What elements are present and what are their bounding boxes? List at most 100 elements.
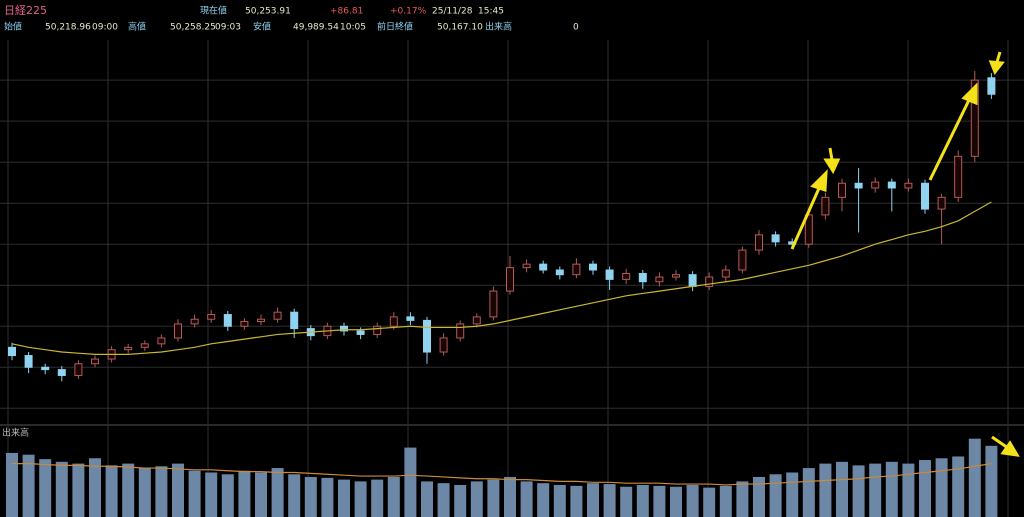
candle-body: [91, 358, 99, 365]
volume-bar: [6, 452, 18, 517]
marks: [6, 70, 998, 517]
volume-bar: [172, 463, 184, 517]
header-field: 09:00: [92, 23, 118, 33]
candle-body: [389, 316, 398, 327]
candle-body: [373, 325, 382, 335]
annotations: [790, 51, 1020, 457]
arrowhead: [988, 60, 1005, 75]
volume-bar: [985, 445, 998, 517]
candle-body: [456, 323, 465, 339]
arrowhead: [1000, 440, 1020, 457]
volume-bar: [421, 481, 433, 517]
candle-body: [74, 363, 83, 376]
candle-body: [970, 79, 979, 157]
candle-body: [688, 274, 697, 287]
header-field: 10:05: [340, 23, 366, 33]
candle-body: [57, 369, 66, 376]
volume-bar: [55, 461, 68, 517]
arrowhead: [961, 82, 978, 106]
candle-body: [921, 182, 929, 210]
header-field: 現在値: [200, 5, 227, 17]
candle-body: [24, 355, 33, 368]
arrow: [995, 51, 1002, 63]
volume-bar: [902, 463, 915, 517]
volume-bar: [188, 470, 201, 517]
candle-body: [273, 311, 282, 320]
volume-bar: [437, 483, 450, 517]
arrow: [991, 435, 1009, 450]
header-field: 50,253.91: [245, 7, 291, 17]
volume-bar: [22, 454, 35, 517]
volume-bar: [238, 470, 251, 517]
candle-body: [174, 323, 182, 339]
candle-body: [41, 366, 50, 371]
candle-body: [705, 276, 714, 287]
candle-body: [506, 267, 514, 292]
header-field: 49,989.54: [293, 23, 339, 33]
candle-body: [721, 269, 730, 278]
candle-body: [257, 318, 265, 323]
candle-body: [672, 274, 680, 278]
candle-body: [655, 276, 664, 283]
volume-bar: [636, 484, 649, 517]
candle-body: [140, 343, 149, 348]
candle-body: [871, 181, 880, 189]
volume-bar: [703, 487, 716, 517]
volume-bar: [952, 456, 965, 517]
volume-bar: [852, 465, 865, 517]
volume-bar: [670, 486, 682, 517]
candle-body: [987, 77, 996, 95]
volume-bar: [736, 481, 749, 517]
volume-bar: [836, 461, 848, 517]
candle-body: [954, 155, 963, 198]
moving-average-line: [11, 201, 992, 355]
volume-bar: [304, 476, 317, 517]
candle-body: [157, 337, 166, 345]
candle-body: [838, 182, 846, 198]
candle-body: [771, 234, 780, 243]
volume-bar: [686, 484, 699, 517]
volume-bar: [570, 485, 583, 517]
volume-bar: [869, 463, 882, 517]
volume-bar: [321, 477, 334, 517]
header-field: 0: [573, 23, 579, 33]
candle-body: [439, 337, 448, 353]
candle-body: [8, 346, 16, 357]
volume-bar: [371, 479, 384, 517]
header-field: 始値: [4, 21, 22, 33]
candle-body: [887, 181, 896, 189]
volume-bar: [786, 472, 799, 517]
candle-body: [190, 318, 199, 325]
candle-body: [406, 316, 415, 321]
volume-bar: [470, 481, 483, 517]
header-field: 前日終値: [377, 21, 413, 33]
volume-bar: [387, 476, 400, 517]
volume-bar: [487, 479, 500, 517]
candle-body: [207, 314, 216, 320]
volume-bar: [587, 483, 599, 517]
volume-bar: [105, 465, 118, 517]
header-field: 50,258.25: [170, 23, 216, 33]
header-field: 出来高: [485, 21, 512, 33]
candle-body: [124, 346, 133, 351]
candle-body: [555, 269, 564, 276]
volume-bar: [603, 484, 616, 517]
candle-body: [937, 196, 946, 210]
candle-body: [472, 316, 481, 325]
volume-bar: [885, 461, 898, 517]
volume-bar: [138, 468, 151, 517]
volume-bar: [919, 460, 931, 517]
candle-body: [638, 273, 647, 283]
volume-bar: [802, 468, 815, 517]
arrow: [928, 97, 972, 181]
volume-bar: [819, 463, 832, 517]
candle-body: [489, 290, 498, 318]
volume-bar: [553, 484, 566, 517]
volume-bar: [338, 479, 350, 517]
instrument-title: 日経225: [4, 4, 47, 17]
volume-bar: [39, 459, 52, 517]
volume-bar: [620, 486, 633, 517]
